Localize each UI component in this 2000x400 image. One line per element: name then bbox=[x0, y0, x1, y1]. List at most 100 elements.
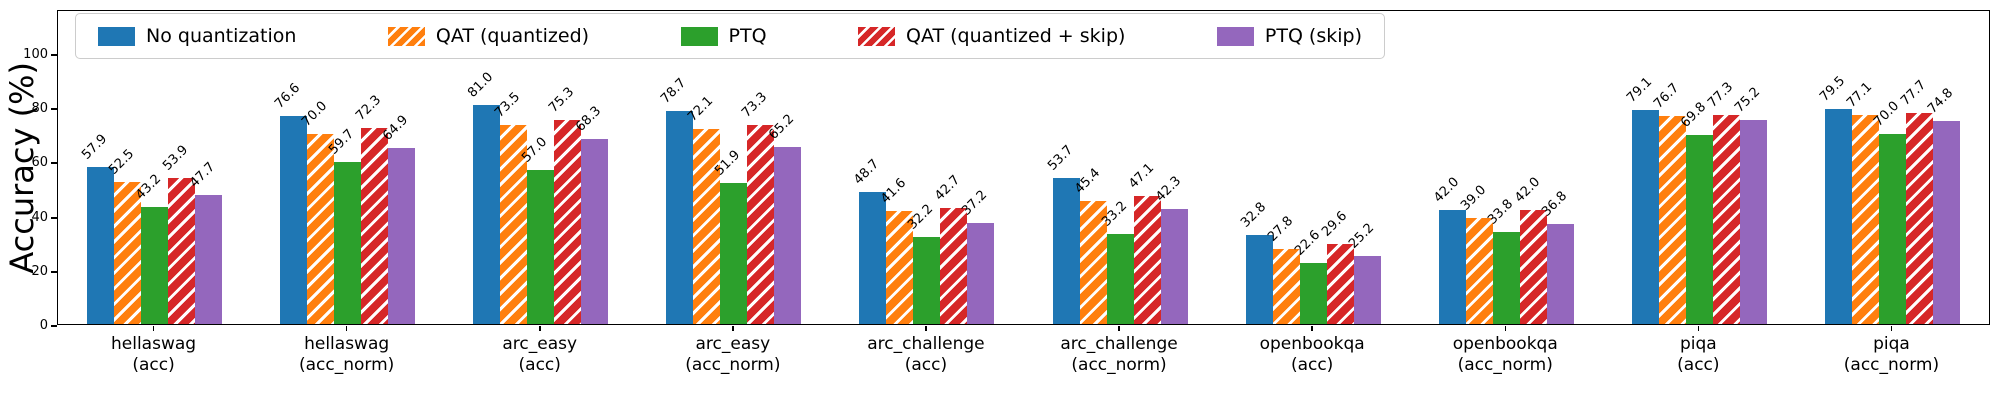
bar bbox=[1712, 114, 1740, 324]
bar-value-label: 76.7 bbox=[1650, 80, 1683, 112]
bar-value-label: 47.1 bbox=[1125, 160, 1157, 193]
bar-value-label: 32.2 bbox=[905, 201, 937, 233]
bar bbox=[774, 147, 802, 324]
x-tick-mark bbox=[1697, 326, 1700, 331]
bar bbox=[1851, 115, 1879, 324]
plot-area: 57.9 52.5 43.2 53.9 47.7 76.6 70.0 59.7 72.3 64.9… bbox=[57, 10, 1990, 325]
bar-value-label: 25.2 bbox=[1345, 220, 1377, 252]
y-tick-label: 100 bbox=[23, 47, 48, 62]
bar bbox=[1492, 232, 1520, 324]
bar bbox=[527, 169, 555, 324]
legend-label: QAT (quantized + skip) bbox=[905, 25, 1126, 47]
bar-value-label: 69.8 bbox=[1677, 99, 1710, 131]
x-category-label-line: (acc_norm) bbox=[685, 355, 781, 375]
bar bbox=[388, 148, 416, 324]
bar bbox=[693, 128, 721, 324]
x-category-label-line: arc_easy bbox=[502, 334, 578, 354]
bar-value-label: 53.7 bbox=[1044, 143, 1076, 175]
bar bbox=[859, 192, 887, 324]
bar-value-label: 45.4 bbox=[1071, 165, 1103, 197]
y-tick-label: 20 bbox=[31, 263, 48, 279]
x-category-label: arc_easy (acc_norm) bbox=[636, 334, 829, 376]
x-category-label: hellaswag (acc) bbox=[57, 334, 250, 376]
x-category-label: arc_challenge (acc) bbox=[829, 334, 1022, 376]
bar bbox=[1299, 262, 1327, 324]
x-category-label-line: (acc_norm) bbox=[1843, 355, 1940, 375]
bar-value-label: 72.3 bbox=[353, 92, 385, 124]
bar-value-label: 52.5 bbox=[106, 146, 138, 178]
bar bbox=[1245, 235, 1273, 324]
bar-value-label: 64.9 bbox=[380, 112, 412, 144]
bar bbox=[1272, 248, 1300, 324]
bar-value-label: 59.7 bbox=[326, 126, 358, 158]
bar bbox=[666, 110, 694, 324]
legend: No quantization QAT (quantized) PTQ QAT (qu… bbox=[75, 13, 1385, 59]
legend-label: No quantization bbox=[146, 25, 297, 47]
legend-swatch bbox=[857, 26, 895, 46]
legend-swatch bbox=[1216, 26, 1254, 46]
bar bbox=[1353, 255, 1381, 324]
x-category-label: piqa (acc_norm) bbox=[1795, 334, 1988, 376]
legend-label: PTQ bbox=[728, 25, 767, 47]
bar-value-label: 33.8 bbox=[1484, 197, 1516, 229]
x-tick-mark bbox=[1504, 326, 1506, 331]
bar bbox=[473, 104, 501, 324]
bar bbox=[361, 128, 389, 324]
bar bbox=[1631, 109, 1659, 324]
bar bbox=[1824, 108, 1852, 324]
x-tick-mark bbox=[345, 326, 348, 331]
bar-value-label: 22.6 bbox=[1291, 227, 1323, 259]
bar-value-label: 81.0 bbox=[465, 69, 497, 101]
bar bbox=[1438, 210, 1466, 324]
bar-value-label: 57.9 bbox=[79, 131, 111, 163]
bar-value-label: 42.7 bbox=[932, 172, 964, 205]
bar bbox=[1079, 200, 1107, 324]
legend-label: QAT (quantized) bbox=[435, 25, 590, 47]
x-category-label-line: openbookqa bbox=[1259, 334, 1365, 354]
legend-swatch bbox=[98, 26, 135, 46]
bar bbox=[1932, 121, 1960, 324]
bar bbox=[1739, 120, 1767, 324]
bar bbox=[720, 183, 748, 324]
x-category-label: openbookqa (acc_norm) bbox=[1409, 334, 1602, 376]
legend-swatch bbox=[387, 26, 425, 46]
x-tick-mark bbox=[732, 326, 734, 331]
y-tick-mark bbox=[51, 325, 57, 327]
bar-value-label: 36.8 bbox=[1538, 188, 1570, 220]
bar-value-label: 41.6 bbox=[878, 175, 910, 207]
x-category-label: hellaswag (acc_norm) bbox=[250, 334, 443, 376]
bar bbox=[87, 167, 115, 324]
bar-value-label: 79.1 bbox=[1623, 74, 1656, 106]
y-tick-label: 40 bbox=[31, 209, 48, 225]
bar-value-label: 73.5 bbox=[492, 89, 524, 121]
x-category-label-line: (acc) bbox=[132, 355, 175, 375]
bar-value-label: 75.2 bbox=[1731, 84, 1764, 116]
x-category-label-line: (acc) bbox=[1290, 355, 1334, 375]
bar-value-label: 37.2 bbox=[959, 187, 991, 219]
bar bbox=[280, 116, 308, 324]
bar bbox=[1905, 113, 1933, 324]
legend-item: QAT (quantized + skip) bbox=[857, 25, 1126, 47]
legend-swatch bbox=[680, 26, 718, 46]
y-tick-mark bbox=[51, 54, 57, 56]
bar bbox=[1133, 196, 1161, 324]
legend-item: PTQ (skip) bbox=[1216, 25, 1362, 47]
x-category-label-line: arc_challenge bbox=[1060, 334, 1178, 354]
bar bbox=[940, 208, 968, 324]
bar bbox=[114, 181, 142, 324]
x-tick-mark bbox=[925, 326, 927, 331]
bar bbox=[1685, 134, 1713, 324]
x-category-label-line: (acc) bbox=[1677, 355, 1720, 375]
bar-value-label: 42.0 bbox=[1430, 174, 1462, 206]
x-category-label-line: (acc_norm) bbox=[1071, 355, 1167, 375]
y-tick-label: 0 bbox=[39, 318, 48, 333]
legend-item: No quantization bbox=[98, 25, 296, 47]
bar bbox=[1465, 218, 1493, 324]
x-tick-mark bbox=[1311, 326, 1313, 331]
bar bbox=[1658, 116, 1686, 324]
bar bbox=[886, 211, 914, 324]
bar bbox=[1878, 134, 1906, 324]
bar-value-label: 78.7 bbox=[658, 75, 690, 107]
bar bbox=[1106, 234, 1134, 324]
x-category-label-line: (acc_norm) bbox=[1457, 355, 1553, 375]
